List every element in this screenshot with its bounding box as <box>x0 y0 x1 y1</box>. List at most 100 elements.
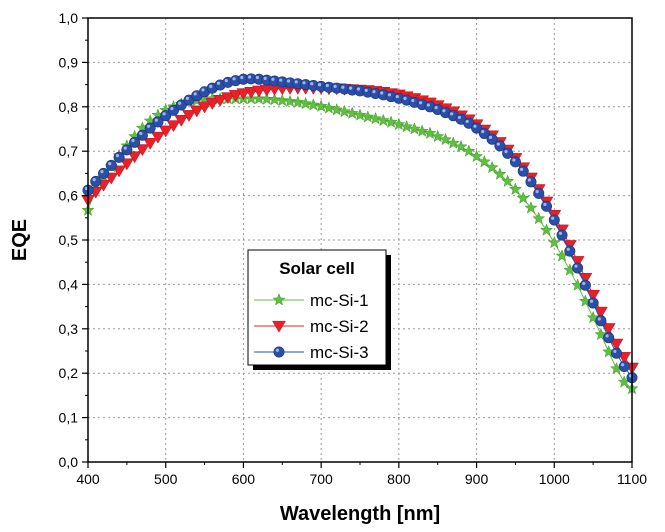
data-point <box>267 92 282 106</box>
data-point-body <box>509 156 521 168</box>
x-tick-label: 500 <box>154 471 178 487</box>
data-point-highlight <box>232 77 236 81</box>
data-point <box>587 297 599 309</box>
data-point-highlight <box>372 90 376 94</box>
legend-label: mc-Si-2 <box>310 317 369 336</box>
y-tick-label: 0,2 <box>59 365 79 381</box>
data-point <box>160 110 172 122</box>
data-point-highlight <box>84 186 88 191</box>
data-point-highlight <box>146 124 151 128</box>
data-point-highlight <box>496 142 500 146</box>
legend-item: mc-Si-3 <box>254 343 369 362</box>
data-point-highlight <box>209 84 213 88</box>
data-point <box>478 127 490 139</box>
legend-item: mc-Si-1 <box>254 291 369 310</box>
data-point <box>532 211 546 225</box>
data-point <box>595 315 607 327</box>
data-point <box>564 245 576 257</box>
data-point <box>469 149 484 163</box>
data-point-highlight <box>92 177 96 182</box>
data-point <box>112 165 127 178</box>
x-axis-title: Wavelength [nm] <box>280 503 440 525</box>
data-point-highlight <box>418 101 423 105</box>
data-point <box>244 87 259 99</box>
legend-items: mc-Si-1 mc-Si-2 mc-Si-3 <box>254 291 369 362</box>
y-tick-label: 1,0 <box>59 10 79 26</box>
data-point-highlight <box>457 115 462 120</box>
data-point-highlight <box>566 247 570 251</box>
data-point-body <box>502 147 514 159</box>
data-point <box>556 229 568 241</box>
data-point-highlight <box>597 317 601 321</box>
legend-item: mc-Si-2 <box>254 317 369 336</box>
data-point <box>485 160 499 174</box>
data-point-highlight <box>139 131 143 136</box>
data-point <box>189 105 204 118</box>
data-point <box>525 176 537 188</box>
data-point-highlight <box>465 119 469 124</box>
grid-lines <box>88 18 632 462</box>
data-point-highlight <box>333 84 337 88</box>
data-point <box>477 154 491 168</box>
data-point-highlight <box>341 85 345 89</box>
data-point <box>322 101 336 114</box>
legend-marker <box>272 320 286 333</box>
data-point-highlight <box>178 101 182 105</box>
data-point <box>167 104 179 116</box>
data-point-highlight <box>488 135 493 140</box>
data-point-highlight <box>512 158 516 162</box>
data-point <box>105 159 117 171</box>
data-point <box>143 138 158 150</box>
data-point <box>471 122 483 134</box>
x-tick-label: 600 <box>232 471 256 487</box>
data-point-highlight <box>551 216 555 220</box>
legend-marker <box>272 293 286 306</box>
data-point-body <box>579 279 591 291</box>
data-point-highlight <box>170 106 174 111</box>
data-point <box>548 214 560 226</box>
data-point-highlight <box>154 118 158 122</box>
data-point <box>415 124 429 137</box>
data-point-highlight <box>248 75 252 79</box>
data-point <box>594 327 608 341</box>
data-point-highlight <box>442 109 446 113</box>
data-point-body <box>572 262 584 274</box>
data-point <box>129 136 141 148</box>
data-point <box>197 101 212 114</box>
data-point-body <box>548 214 560 226</box>
data-point-highlight <box>582 281 586 286</box>
y-tick-label: 0,4 <box>59 276 79 292</box>
data-point-highlight <box>162 112 166 116</box>
data-point <box>524 201 538 214</box>
data-point <box>151 131 165 144</box>
data-point <box>539 223 554 236</box>
data-point-body <box>541 200 553 212</box>
data-point <box>135 144 150 157</box>
data-point-highlight <box>589 299 594 303</box>
data-point-highlight <box>356 87 360 91</box>
data-point <box>547 235 561 249</box>
data-point-highlight <box>286 79 291 83</box>
data-point <box>220 92 235 105</box>
data-point <box>486 133 498 145</box>
data-point-body <box>556 229 568 241</box>
data-point <box>260 92 274 105</box>
data-point-highlight <box>123 146 127 150</box>
data-point-highlight <box>263 76 267 80</box>
data-point-highlight <box>481 130 485 134</box>
y-tick-label: 0,6 <box>59 188 79 204</box>
data-point-highlight <box>193 92 197 96</box>
x-tick-label: 700 <box>309 471 333 487</box>
data-point <box>353 108 367 121</box>
data-point <box>98 167 110 179</box>
data-point-body <box>105 159 117 171</box>
data-point-highlight <box>434 106 438 110</box>
data-point <box>345 106 359 120</box>
data-point-body <box>121 144 133 156</box>
data-point <box>541 200 553 212</box>
data-point <box>610 347 622 359</box>
x-tick-label: 800 <box>387 471 411 487</box>
y-tick-label: 0,3 <box>59 321 79 337</box>
data-point <box>127 151 142 164</box>
data-point <box>407 122 421 135</box>
